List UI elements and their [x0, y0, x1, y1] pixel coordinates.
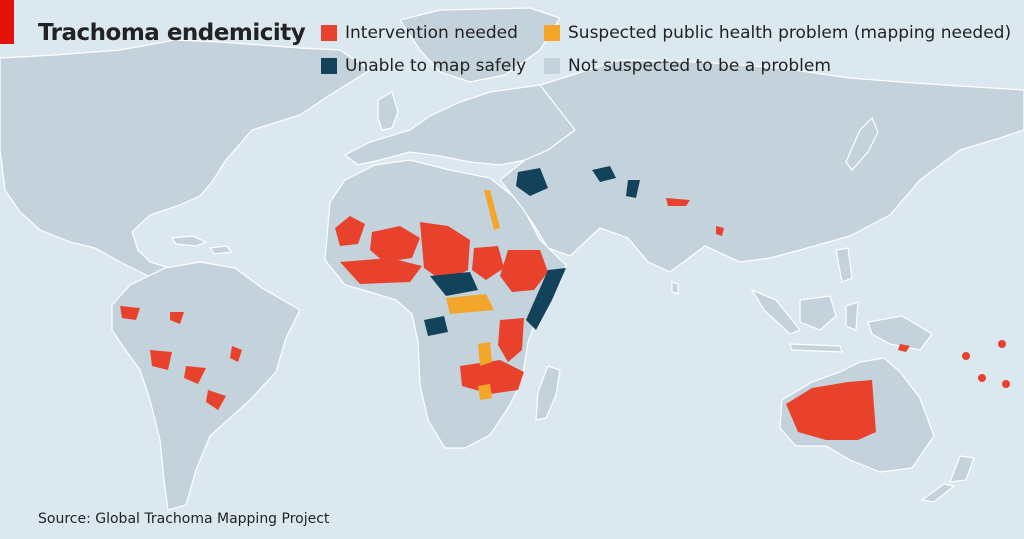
- land-japan: [845, 116, 879, 171]
- region-kiribati: [998, 340, 1006, 348]
- region-drc-east: [478, 342, 492, 366]
- region-sahel-central: [420, 222, 470, 282]
- region-india: [666, 198, 690, 206]
- legend-item-intervention-needed: Intervention needed: [321, 23, 518, 43]
- land-new-zealand: [949, 455, 975, 483]
- land-caribbean: [170, 235, 208, 247]
- region-egypt: [484, 190, 500, 230]
- region-vanuatu: [978, 374, 986, 382]
- chart-title: Trachoma endemicity: [38, 20, 306, 46]
- land-java: [789, 343, 843, 353]
- land-borneo: [799, 295, 837, 331]
- region-brazil-2: [184, 366, 206, 384]
- land-new-zealand-south: [920, 483, 956, 503]
- region-brazil-1: [150, 350, 172, 370]
- region-central-africa: [446, 294, 494, 314]
- region-brazil-3: [206, 390, 226, 410]
- suspected-problem-regions: [446, 190, 500, 400]
- region-chad-central-africa: [430, 272, 478, 296]
- land-sulawesi: [845, 301, 859, 331]
- land-philippines: [835, 247, 853, 283]
- legend-item-suspected-problem: Suspected public health problem (mapping…: [544, 23, 1011, 43]
- land-north-america: [0, 39, 372, 285]
- swatch-intervention-needed: [321, 25, 337, 41]
- region-solomon-islands: [962, 352, 970, 360]
- region-drc: [424, 316, 448, 336]
- swatch-not-suspected: [544, 58, 560, 74]
- source-note: Source: Global Trachoma Mapping Project: [38, 511, 330, 527]
- legend-label-not-suspected: Not suspected to be a problem: [568, 56, 831, 76]
- land-madagascar: [535, 365, 561, 421]
- swatch-suspected-problem: [544, 25, 560, 41]
- region-south-america-north-2: [170, 312, 184, 324]
- accent-bar: [0, 0, 14, 44]
- region-pakistan: [626, 180, 640, 198]
- land-caribbean-2: [208, 245, 234, 255]
- land-sumatra: [750, 288, 801, 335]
- land-greenland: [399, 7, 561, 83]
- legend-label-intervention-needed: Intervention needed: [345, 23, 518, 43]
- region-brazil-4: [230, 346, 242, 362]
- land-britain: [377, 91, 399, 131]
- land-new-guinea: [867, 315, 933, 351]
- legend-label-unable-to-map: Unable to map safely: [345, 56, 527, 76]
- region-sudan: [472, 246, 504, 280]
- region-fiji: [1002, 380, 1010, 388]
- region-west-africa-south: [340, 258, 422, 284]
- region-southern-africa: [460, 360, 524, 394]
- region-west-africa: [335, 216, 365, 246]
- region-south-america-north: [120, 306, 140, 320]
- swatch-unable-to-map: [321, 58, 337, 74]
- region-zambia: [478, 384, 492, 400]
- region-east-africa: [498, 318, 524, 362]
- region-australia: [786, 380, 876, 440]
- region-ethiopia: [500, 250, 548, 292]
- land-sri-lanka: [671, 281, 679, 295]
- region-new-guinea: [898, 344, 910, 352]
- region-somalia: [526, 268, 566, 330]
- region-iraq: [516, 168, 548, 196]
- unable-to-map-regions: [424, 166, 640, 336]
- legend-label-suspected-problem: Suspected public health problem (mapping…: [568, 23, 1012, 43]
- region-afghanistan: [592, 166, 616, 182]
- land-south-america: [111, 261, 301, 511]
- region-southeast-asia: [716, 226, 724, 236]
- intervention-needed-regions: [120, 198, 1010, 440]
- legend-item-not-suspected: Not suspected to be a problem: [544, 56, 831, 76]
- region-sahel-west: [370, 226, 420, 262]
- land-asia: [499, 59, 1024, 273]
- legend-item-unable-to-map: Unable to map safely: [321, 56, 526, 76]
